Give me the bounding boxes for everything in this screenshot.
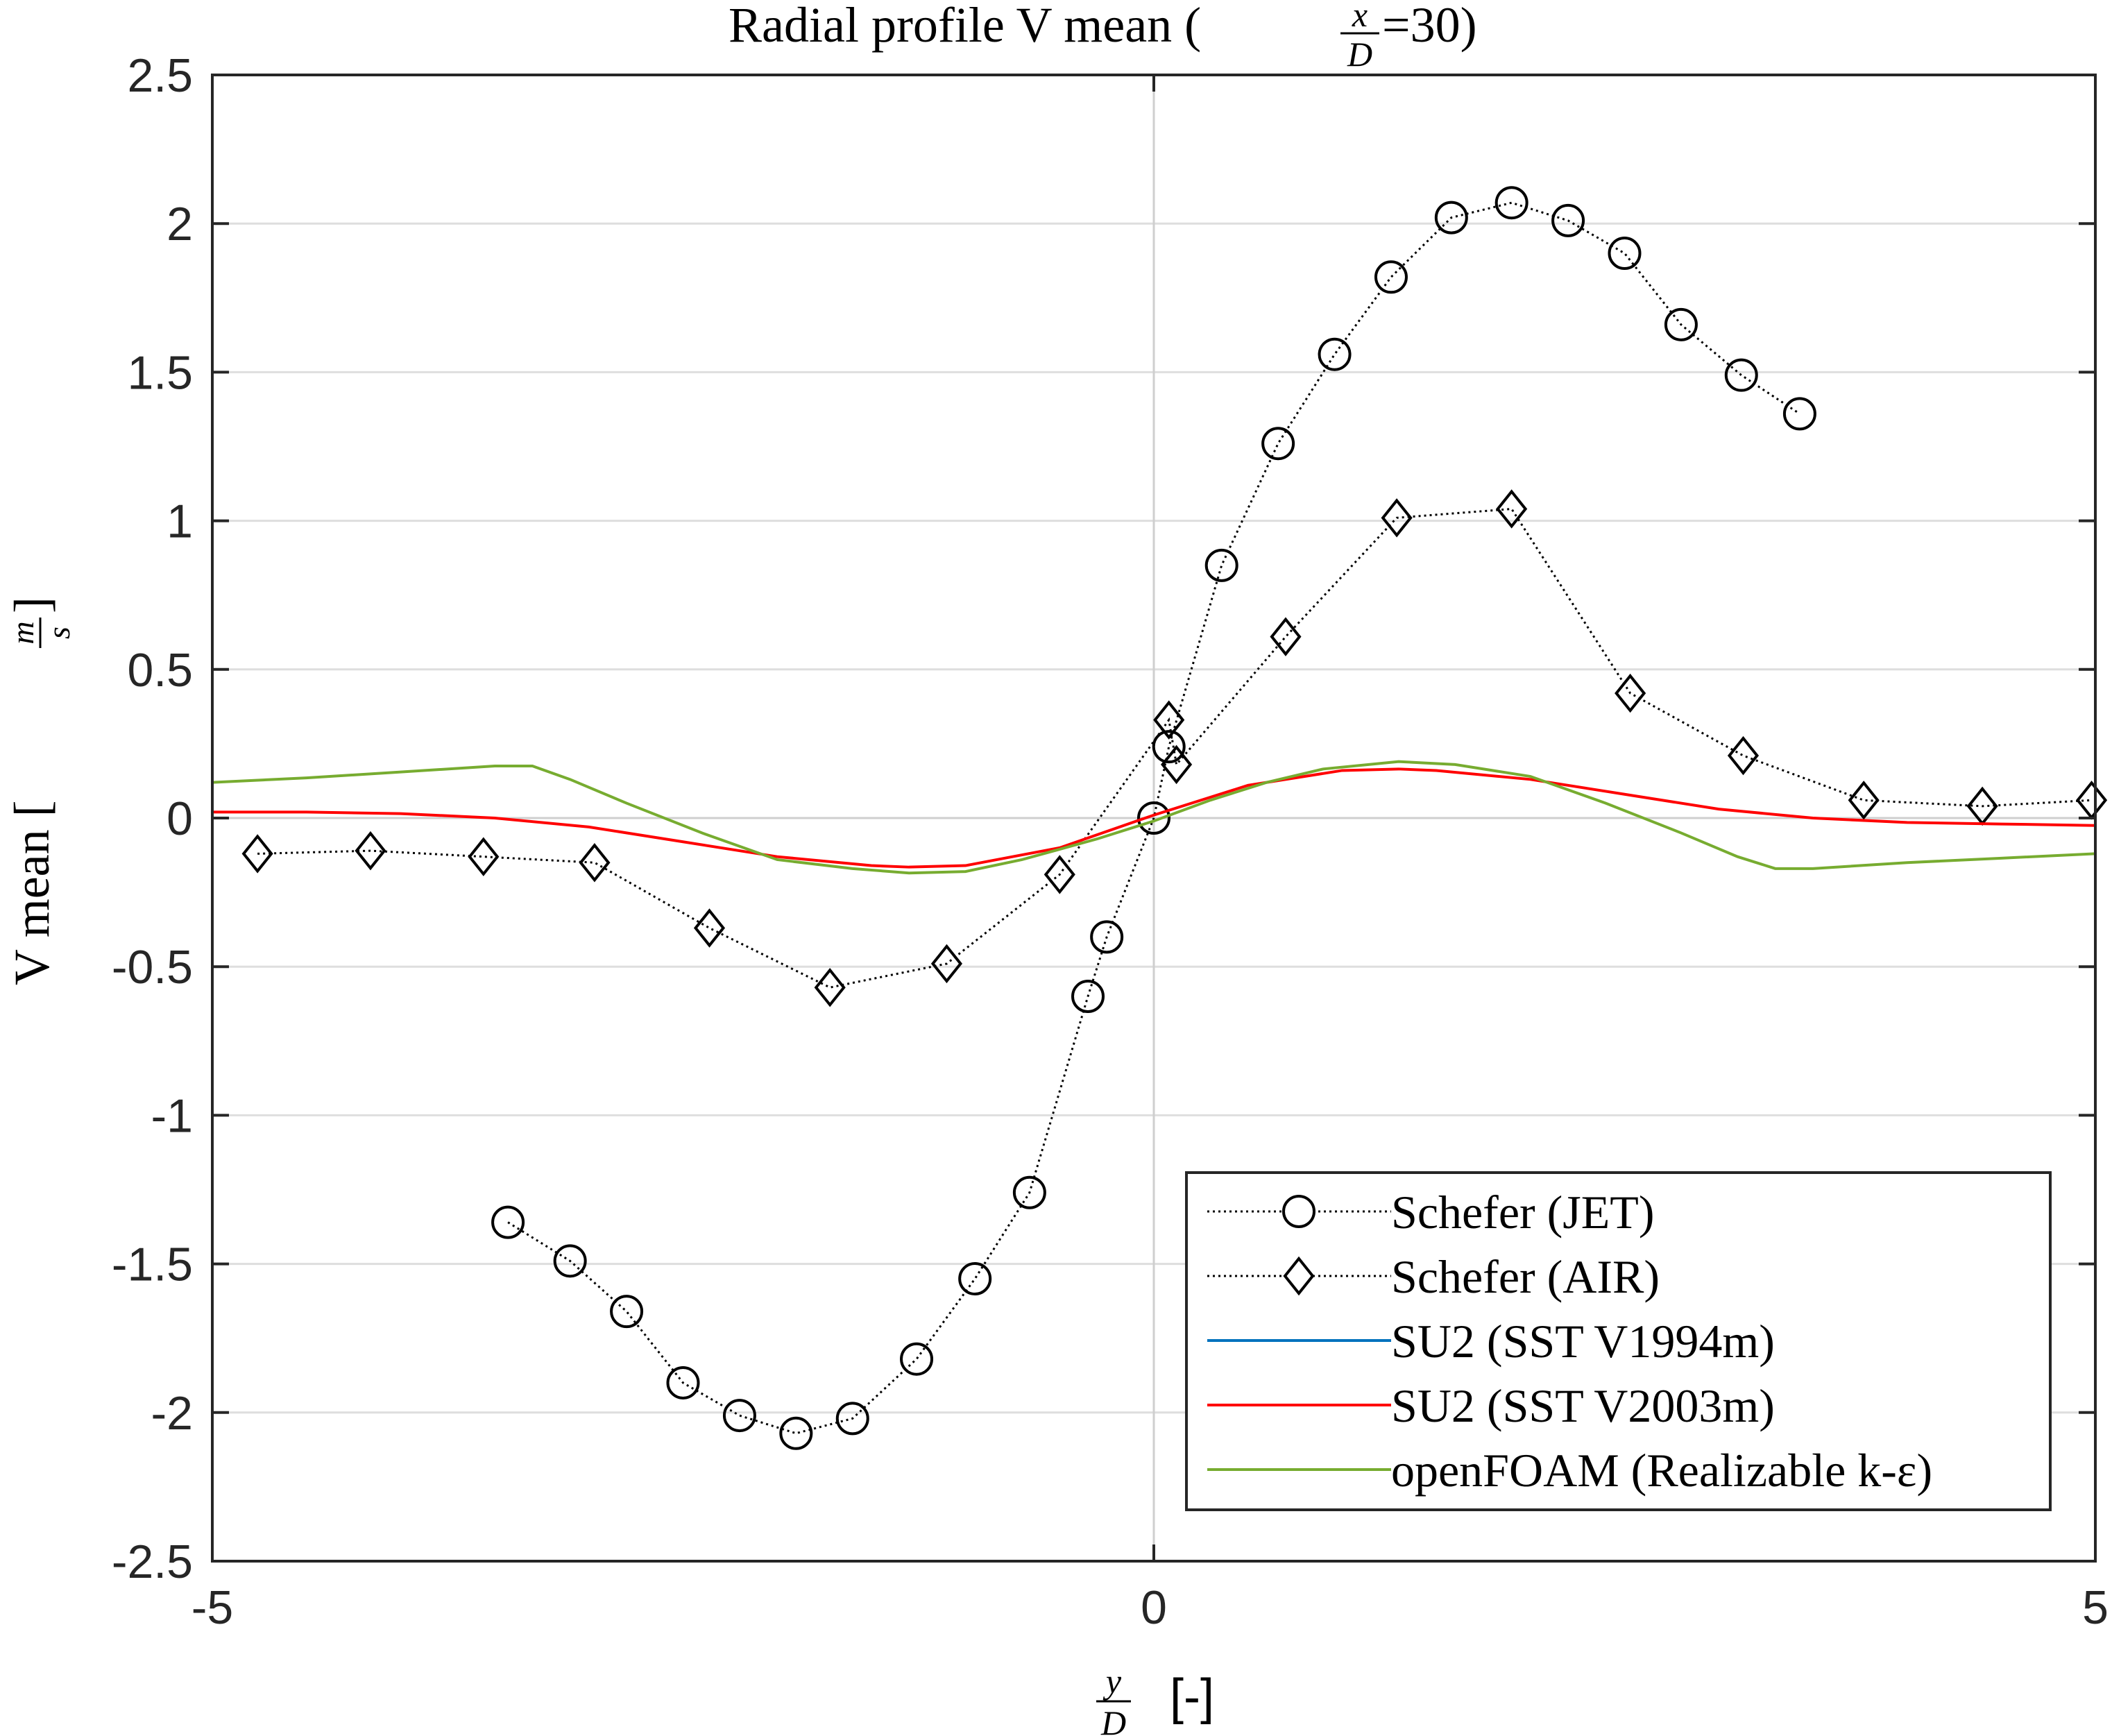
- data-point-diamond: [355, 831, 386, 871]
- data-point-circle: [958, 1262, 992, 1296]
- series-1: [241, 489, 2108, 1007]
- legend-label: SU2 (SST V2003m): [1391, 1379, 1775, 1432]
- xlabel-frac-den: D: [1100, 1703, 1126, 1736]
- y-tick-label: 1: [167, 495, 193, 548]
- data-point-diamond: [1153, 700, 1185, 740]
- ylabel-frac-num: m: [5, 621, 40, 644]
- series-line-4: [212, 760, 2096, 875]
- y-tick-label: 0.5: [127, 644, 193, 697]
- series-0: [491, 186, 1816, 1450]
- data-point-circle: [1782, 397, 1816, 431]
- axes-box: [211, 74, 2097, 1563]
- data-point-circle: [1137, 801, 1170, 835]
- legend-entry: Schefer (JET): [1207, 1186, 1654, 1239]
- data-point-circle: [1152, 730, 1186, 764]
- legend-entry: openFOAM (Realizable k-ε): [1207, 1444, 1932, 1497]
- series-line-3: [212, 767, 2096, 869]
- data-point-circle: [900, 1342, 934, 1376]
- x-axis-label: y D [-]: [1096, 1662, 1214, 1736]
- data-point-diamond: [579, 843, 611, 883]
- legend-marker-circle: [1282, 1195, 1315, 1228]
- data-point-circle: [1090, 920, 1124, 954]
- title-suffix: =30): [1382, 0, 1477, 53]
- legend-label: openFOAM (Realizable k-ε): [1391, 1444, 1932, 1497]
- data-point-diamond: [1496, 489, 1528, 529]
- data-point-diamond: [1044, 855, 1075, 894]
- data-point-circle: [779, 1416, 813, 1450]
- data-point-circle: [1261, 427, 1295, 461]
- x-tick-label: -5: [191, 1581, 233, 1634]
- ylabel-text: V mean [: [4, 800, 60, 985]
- legend-entry: Schefer (AIR): [1207, 1250, 1660, 1303]
- data-point-diamond: [1270, 617, 1302, 656]
- data-point-diamond: [468, 837, 500, 876]
- data-point-circle: [1434, 201, 1468, 235]
- data-point-diamond: [1161, 744, 1193, 785]
- data-point-circle: [1494, 186, 1528, 220]
- legend-entry: SU2 (SST V1994m): [1207, 1315, 1775, 1368]
- legend-label: Schefer (AIR): [1391, 1250, 1660, 1303]
- x-tick-label: 0: [1141, 1581, 1167, 1634]
- y-tick-label: 0: [167, 792, 193, 845]
- x-tick-labels: -5 0 5: [191, 1581, 2109, 1634]
- data-point-diamond: [1848, 781, 1880, 820]
- data-point-diamond: [1381, 498, 1413, 538]
- y-tick-label: -2: [151, 1387, 193, 1440]
- data-point-circle: [1724, 358, 1758, 392]
- data-point-circle: [1374, 260, 1408, 294]
- legend-label: SU2 (SST V1994m): [1391, 1315, 1775, 1368]
- y-tick-labels: -2.5 -2 -1.5 -1 -0.5 0 0.5 1 1.5 2 2.5: [112, 49, 193, 1588]
- series-4: [212, 760, 2096, 875]
- xlabel-frac-num: y: [1102, 1662, 1122, 1701]
- data-point-diamond: [693, 908, 726, 948]
- data-point-diamond: [930, 944, 963, 984]
- ylabel-close: ]: [4, 597, 60, 613]
- legend: Schefer (JET) Schefer (AIR) SU2 (SST V1994…: [1185, 1171, 2052, 1511]
- title-main: Radial profile V mean (: [729, 0, 1201, 53]
- data-point-circle: [553, 1244, 587, 1278]
- data-point-circle: [1318, 337, 1352, 371]
- legend-label: Schefer (JET): [1391, 1186, 1654, 1239]
- legend-marker-diamond: [1283, 1256, 1315, 1296]
- data-point-circle: [1012, 1175, 1046, 1209]
- y-tick-label: 1.5: [127, 346, 193, 399]
- data-point-circle: [1664, 307, 1698, 341]
- y-axis-label: V mean [ m s ]: [4, 597, 76, 985]
- title-frac-num: x: [1352, 0, 1368, 34]
- data-point-circle: [491, 1205, 525, 1239]
- data-point-diamond: [1615, 673, 1646, 713]
- y-tick-label: 2.5: [127, 49, 193, 102]
- series-line-0: [507, 201, 1800, 1435]
- data-point-circle: [1551, 203, 1585, 237]
- y-tick-label: -0.5: [112, 941, 193, 994]
- xlabel-unit: [-]: [1170, 1669, 1214, 1725]
- data-point-circle: [610, 1295, 644, 1329]
- data-point-circle: [1071, 980, 1105, 1014]
- y-tick-label: -1.5: [112, 1239, 193, 1291]
- data-point-diamond: [814, 967, 846, 1007]
- data-point-diamond: [1727, 735, 1760, 776]
- legend-entry: SU2 (SST V2003m): [1207, 1379, 1775, 1432]
- chart-title: Radial profile V mean ( x D =30): [729, 0, 1477, 74]
- series-layer: [212, 186, 2108, 1450]
- y-tick-label: -2.5: [112, 1535, 193, 1588]
- data-point-circle: [835, 1402, 869, 1436]
- data-point-diamond: [241, 834, 273, 874]
- data-point-circle: [722, 1399, 756, 1433]
- y-tick-label: -1: [151, 1089, 193, 1142]
- series-3: [212, 767, 2096, 869]
- data-point-circle: [1204, 548, 1238, 582]
- y-tick-label: 2: [167, 198, 193, 250]
- title-frac-den: D: [1347, 35, 1372, 74]
- data-point-circle: [1608, 237, 1642, 271]
- data-point-circle: [666, 1365, 700, 1399]
- ylabel-frac-den: s: [41, 627, 76, 639]
- x-tick-label: 5: [2082, 1581, 2109, 1634]
